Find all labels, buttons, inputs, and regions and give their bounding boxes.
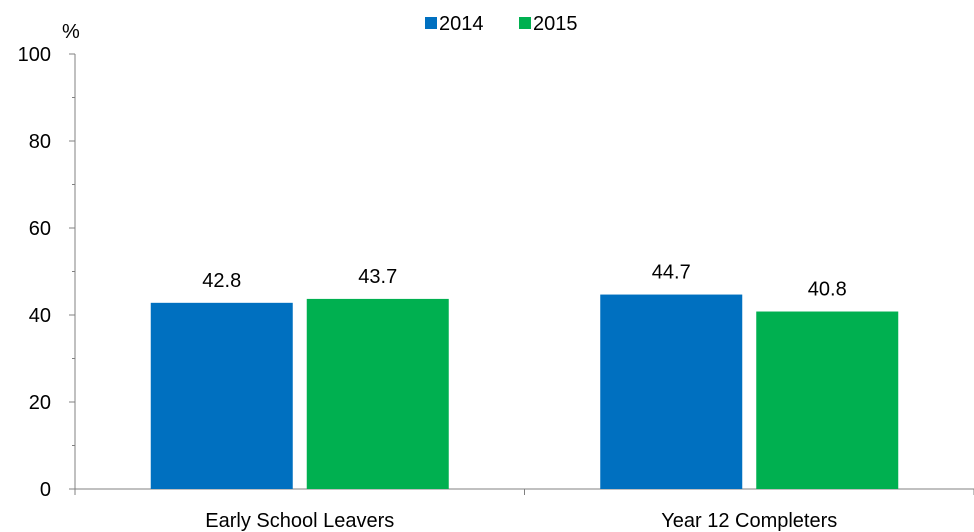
legend: 2014 2015: [425, 13, 578, 35]
legend-swatch-2014: [425, 17, 437, 29]
bars: [150, 294, 899, 489]
y-tick-label: 60: [29, 218, 51, 240]
bar-2014-0: [150, 302, 293, 489]
y-tick-label: 80: [29, 131, 51, 153]
y-tick-label: 0: [40, 479, 51, 501]
data-label: 42.8: [202, 270, 241, 292]
data-label: 40.8: [808, 279, 847, 301]
data-label: 44.7: [652, 262, 691, 284]
bar-2014-1: [600, 294, 743, 489]
data-label: 43.7: [358, 266, 397, 288]
data-labels: 42.8 43.7 44.7 40.8: [202, 262, 846, 301]
bar-2015-1: [756, 311, 899, 489]
legend-swatch-2015: [519, 17, 531, 29]
y-axis: 0 20 40 60 80 100: [18, 44, 76, 501]
x-category-label: Year 12 Completers: [661, 510, 837, 532]
y-tick-label: 40: [29, 305, 51, 327]
y-tick-label: 20: [29, 392, 51, 414]
bar-2015-0: [306, 298, 449, 489]
legend-label: 2015: [533, 13, 578, 35]
y-tick-label: 100: [18, 44, 51, 66]
x-category-label: Early School Leavers: [205, 510, 394, 532]
x-axis: Early School Leavers Year 12 Completers: [74, 488, 974, 532]
legend-label: 2014: [439, 13, 484, 35]
y-axis-unit: %: [62, 21, 80, 43]
